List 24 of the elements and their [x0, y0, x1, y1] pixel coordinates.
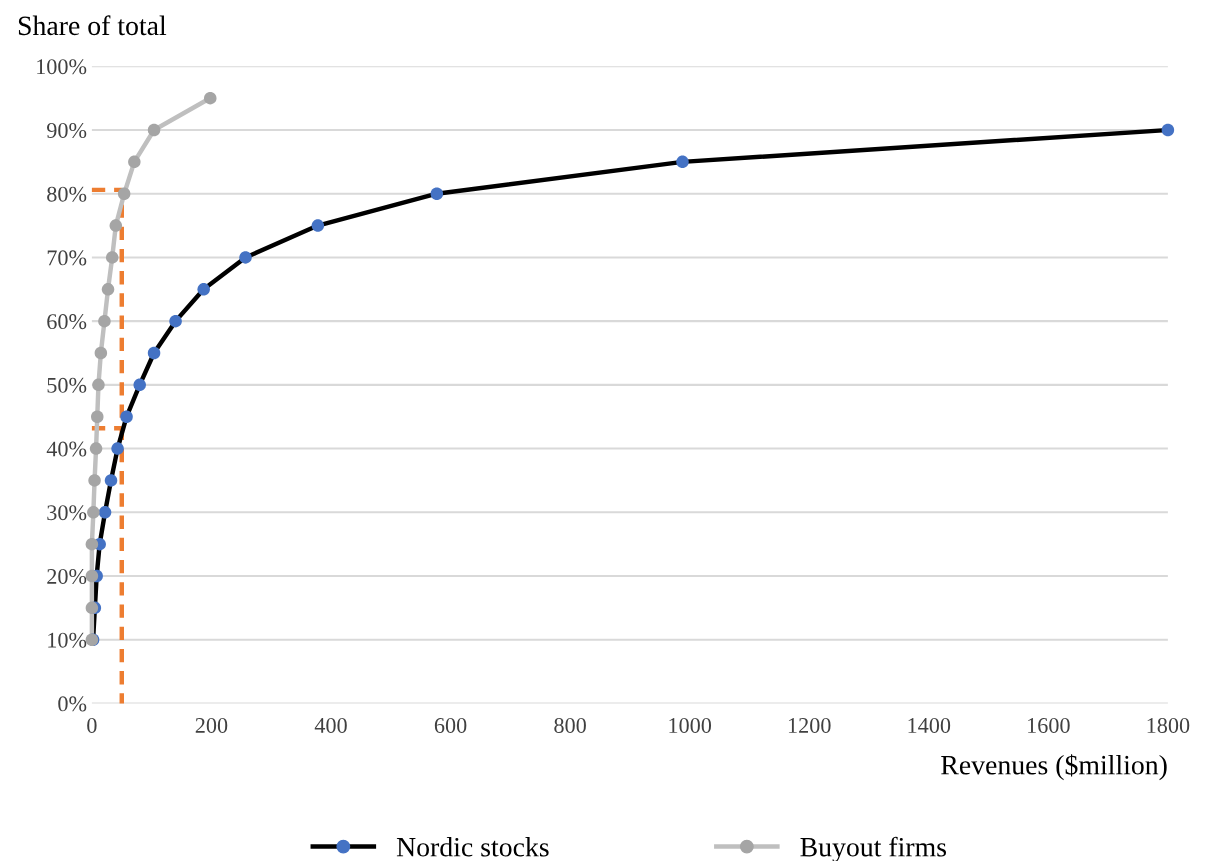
x-axis-title: Revenues ($million): [941, 754, 1167, 781]
legend-label: Nordic stocks: [396, 837, 549, 857]
x-tick-label: 1600: [1028, 717, 1070, 733]
x-tick-label: 600: [434, 717, 467, 733]
x-tick-label: 0: [87, 717, 97, 733]
y-tick-label: 30%: [47, 505, 87, 521]
x-tick-label: 400: [314, 717, 347, 733]
y-tick-label: 40%: [46, 441, 87, 457]
y-tick-label: 100%: [37, 59, 87, 75]
x-tick-label: 1800: [1147, 717, 1190, 733]
y-tick-label: 60%: [47, 314, 87, 330]
y-tick-label: 50%: [47, 377, 87, 393]
y-tick-label: 70%: [47, 250, 87, 266]
x-tick-label: 1400: [908, 717, 951, 733]
y-axis-title: Share of total: [18, 15, 167, 36]
y-tick-label: 20%: [47, 568, 87, 585]
x-tick-label: 200: [195, 717, 228, 733]
x-tick-label: 1000: [669, 717, 712, 733]
y-tick-label: 0%: [58, 696, 87, 712]
y-tick-label: 90%: [47, 122, 87, 139]
x-tick-label: 1200: [788, 717, 831, 733]
x-tick-label: 800: [554, 717, 586, 733]
y-tick-label: 80%: [47, 186, 87, 202]
y-tick-label: 10%: [48, 632, 87, 648]
